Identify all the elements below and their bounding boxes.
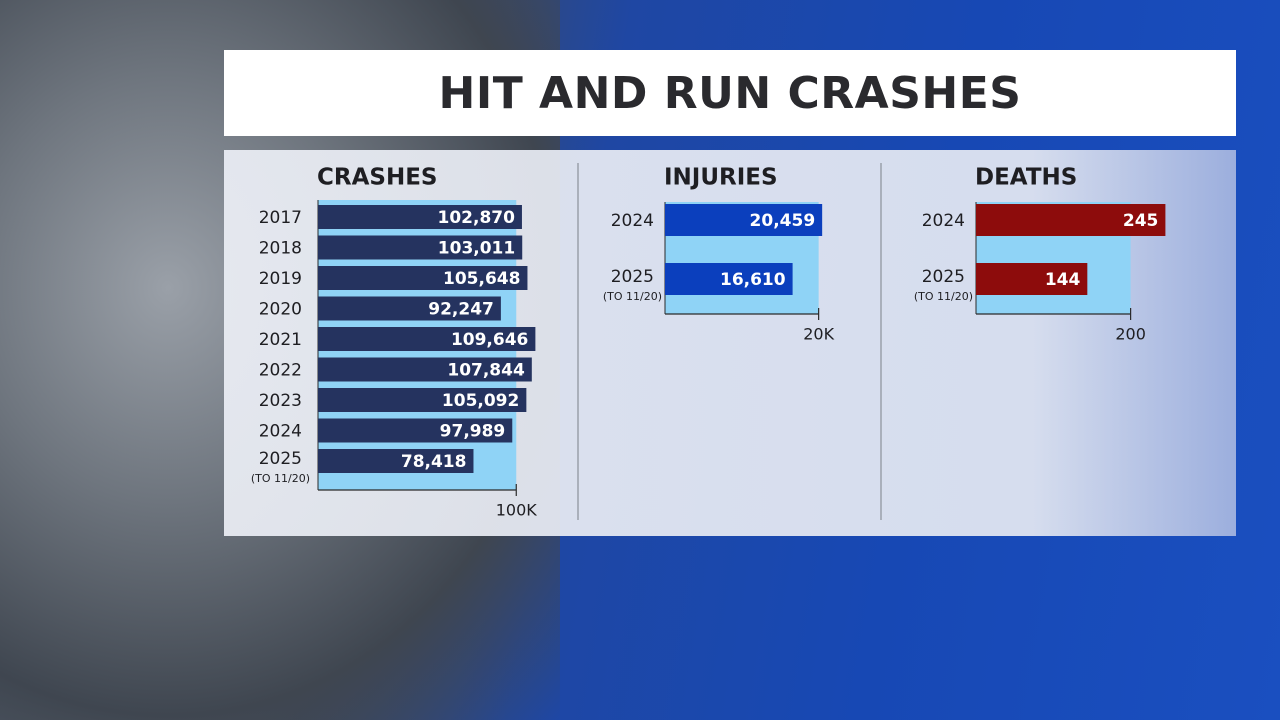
chart-title: DEATHS [975, 165, 1077, 191]
bar [318, 205, 522, 229]
bar [318, 296, 501, 321]
category-label: 2017 [259, 208, 302, 228]
value-label: 97,989 [440, 422, 506, 442]
category-label: 2024 [259, 422, 302, 442]
headline: HIT AND RUN CRASHES [438, 67, 1022, 119]
x-tick-label: 100K [496, 501, 538, 520]
category-label: 2025 [611, 267, 654, 287]
category-label: 2024 [922, 211, 965, 231]
value-label: 109,646 [451, 330, 528, 350]
chart-title: INJURIES [664, 165, 778, 191]
value-label: 107,844 [447, 361, 525, 381]
bar [318, 327, 536, 351]
category-note: (TO 11/20) [914, 290, 973, 303]
category-label: 2022 [259, 361, 302, 381]
bar [665, 204, 823, 236]
value-label: 103,011 [438, 239, 515, 259]
value-label: 102,870 [438, 208, 516, 228]
bar [665, 263, 793, 295]
value-label: 16,610 [720, 270, 786, 290]
bar [976, 263, 1088, 295]
value-label: 105,648 [443, 269, 520, 289]
bar [976, 204, 1166, 236]
category-note: (TO 11/20) [603, 290, 662, 303]
category-label: 2018 [259, 239, 302, 259]
bar [318, 235, 523, 260]
category-label: 2020 [259, 300, 302, 320]
value-label: 78,418 [401, 452, 467, 472]
bar [318, 418, 513, 443]
chart-title: CRASHES [317, 165, 437, 191]
category-label: 2021 [259, 330, 302, 350]
bar [318, 388, 527, 412]
bar [318, 449, 474, 473]
value-label: 144 [1045, 270, 1081, 290]
value-label: 105,092 [442, 391, 519, 411]
bar [318, 266, 528, 290]
x-tick-label: 200 [1115, 325, 1146, 344]
category-label: 2025 [922, 267, 965, 287]
category-label: 2023 [259, 391, 302, 411]
bar [318, 357, 532, 382]
category-note: (TO 11/20) [251, 472, 310, 485]
value-label: 245 [1123, 211, 1159, 231]
category-label: 2019 [259, 269, 302, 289]
category-label: 2024 [611, 211, 654, 231]
x-tick-label: 20K [803, 325, 834, 344]
title-banner: HIT AND RUN CRASHES [224, 50, 1236, 136]
category-label: 2025 [259, 449, 302, 469]
value-label: 20,459 [750, 211, 816, 231]
value-label: 92,247 [428, 300, 494, 320]
